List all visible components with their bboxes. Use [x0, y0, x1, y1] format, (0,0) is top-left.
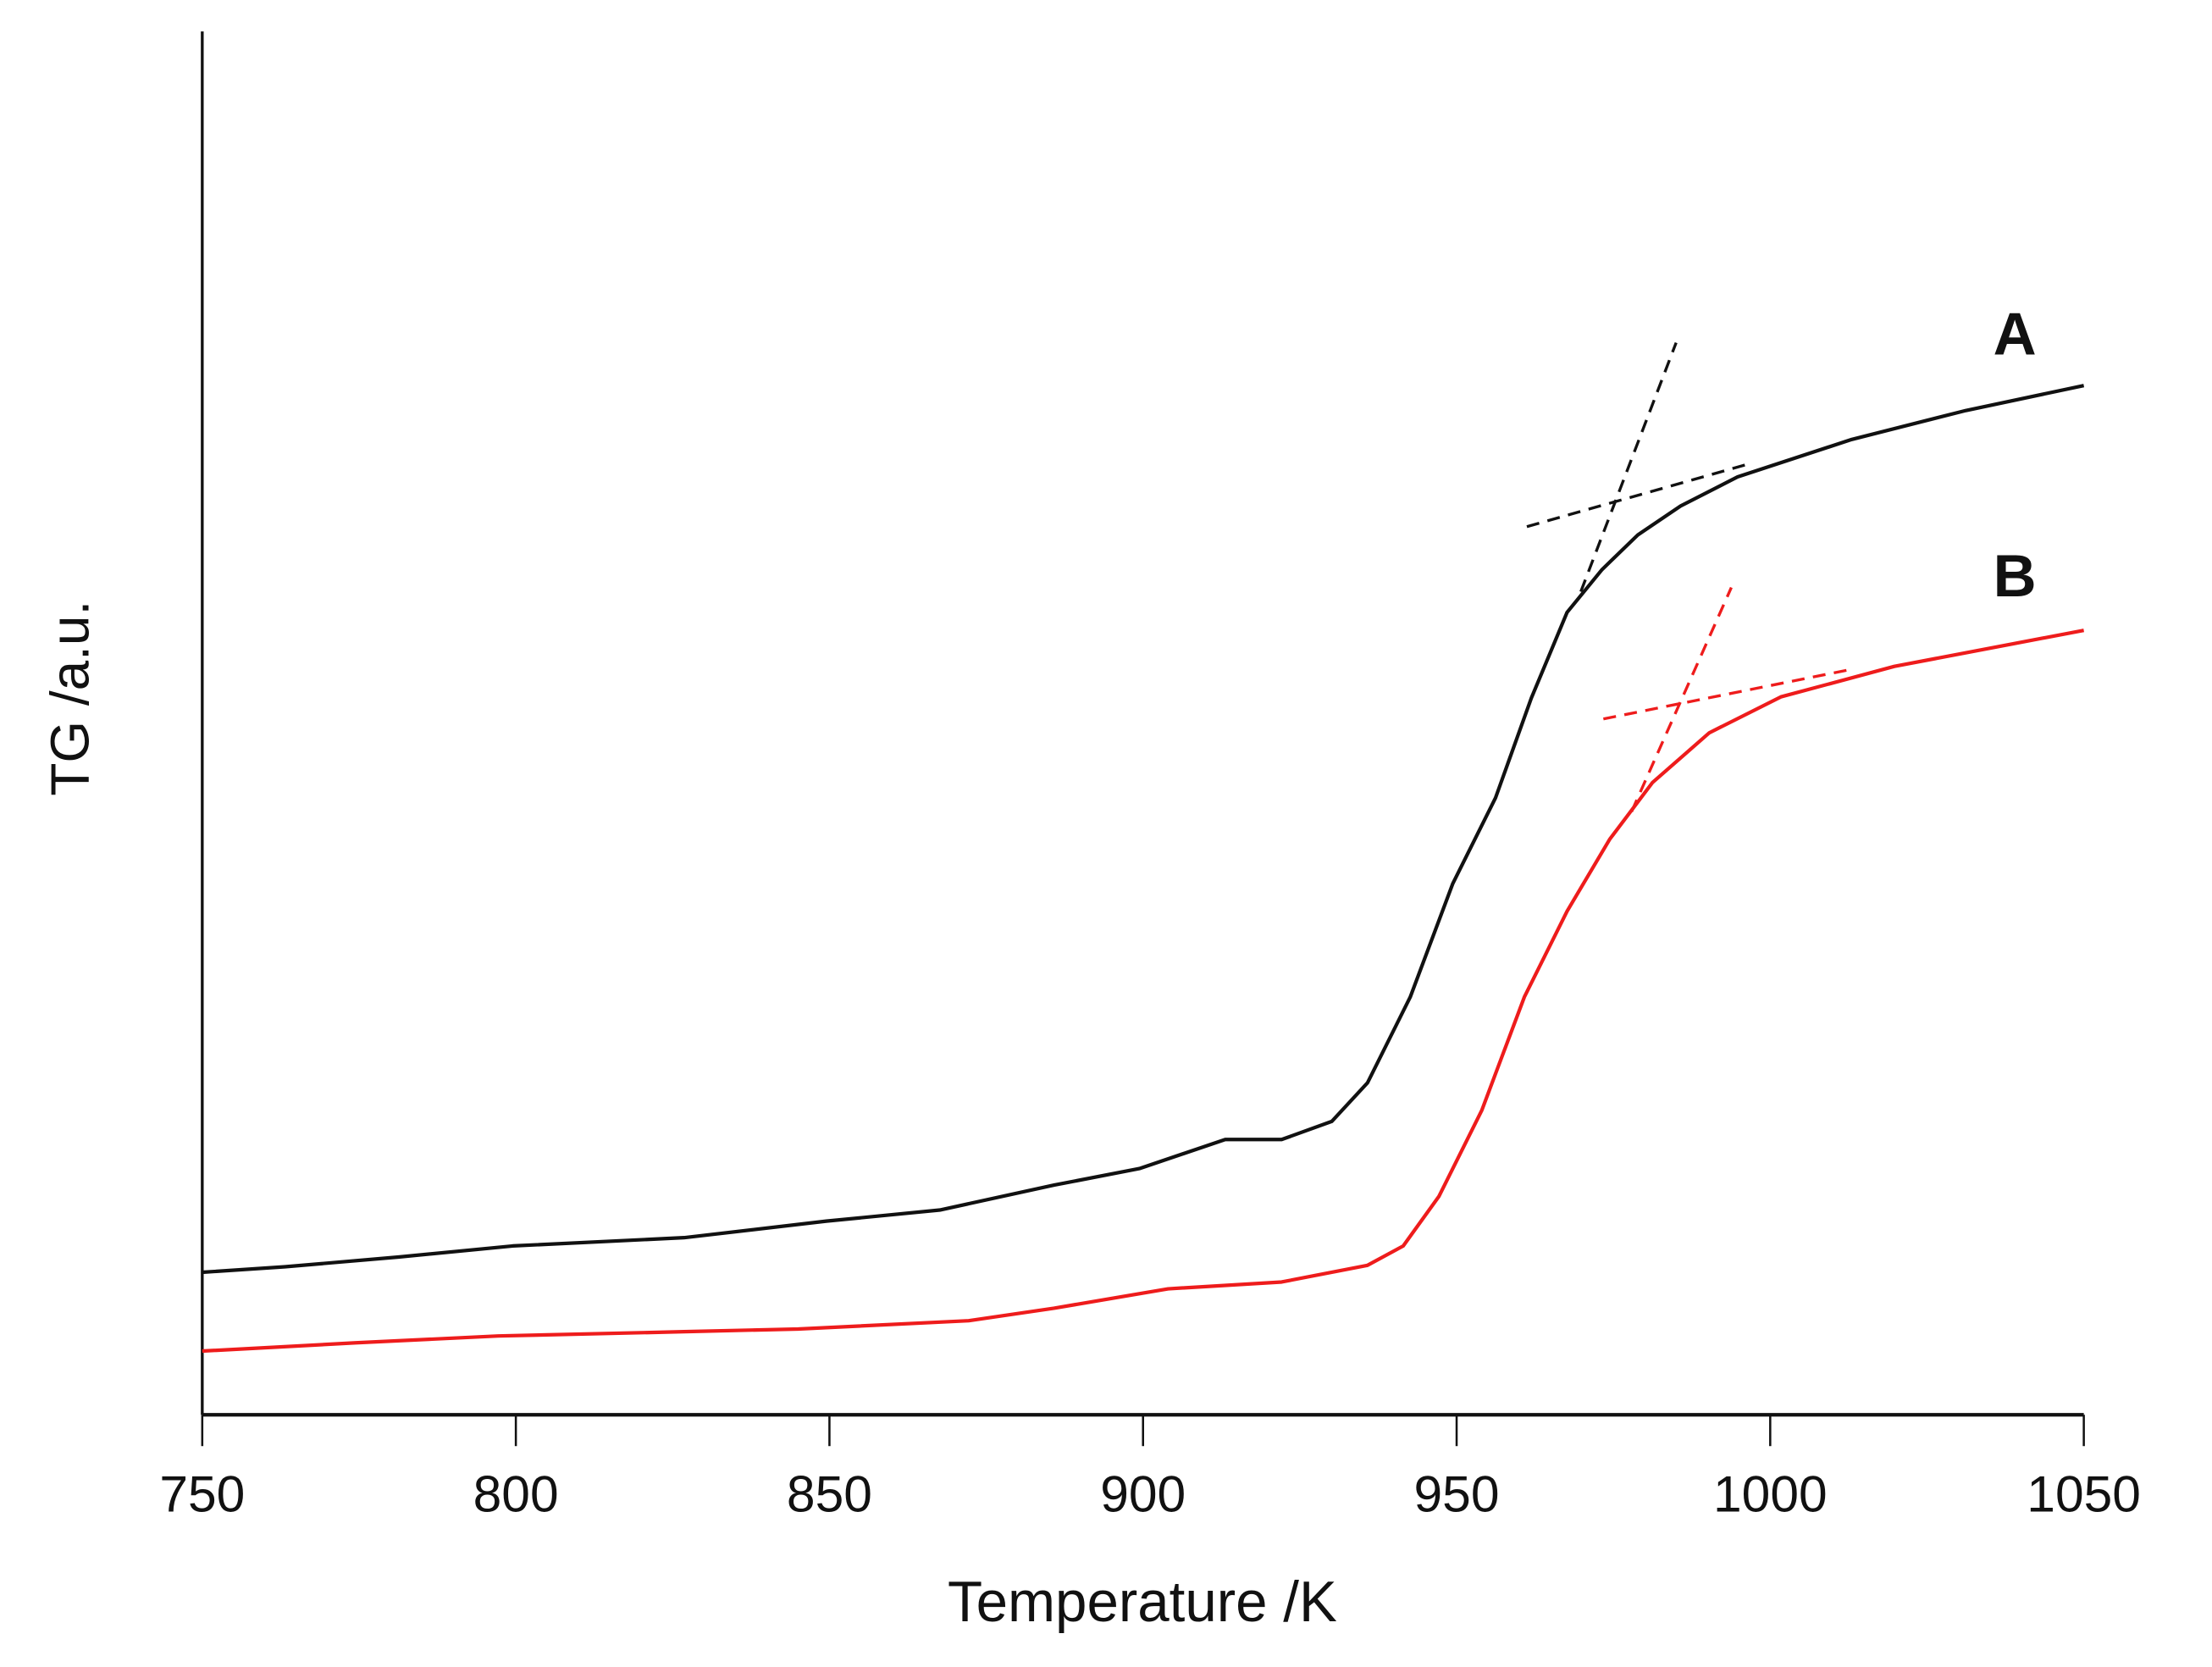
y-axis-label: TG /a.u.	[39, 601, 100, 796]
x-axis-label: Temperature /K	[948, 1570, 1337, 1634]
x-tick-label: 1050	[2027, 1465, 2141, 1523]
series-line-B	[202, 629, 2085, 1354]
series-line-A	[202, 384, 2085, 1275]
x-tick-label: 850	[787, 1465, 872, 1523]
x-tick-label: 1000	[1713, 1465, 1828, 1523]
x-tick-label: 900	[1100, 1465, 1186, 1523]
tangent-line-A	[1526, 462, 1753, 529]
series-label-B: B	[1994, 542, 2037, 609]
series-label-A: A	[1994, 300, 2037, 367]
tangent-line-B	[1630, 586, 1733, 812]
x-tick-label: 950	[1414, 1465, 1500, 1523]
x-tick-label: 750	[159, 1465, 245, 1523]
tangent-line-B	[1602, 667, 1853, 721]
x-tick-label: 800	[473, 1465, 559, 1523]
tangent-line-A	[1579, 341, 1678, 593]
